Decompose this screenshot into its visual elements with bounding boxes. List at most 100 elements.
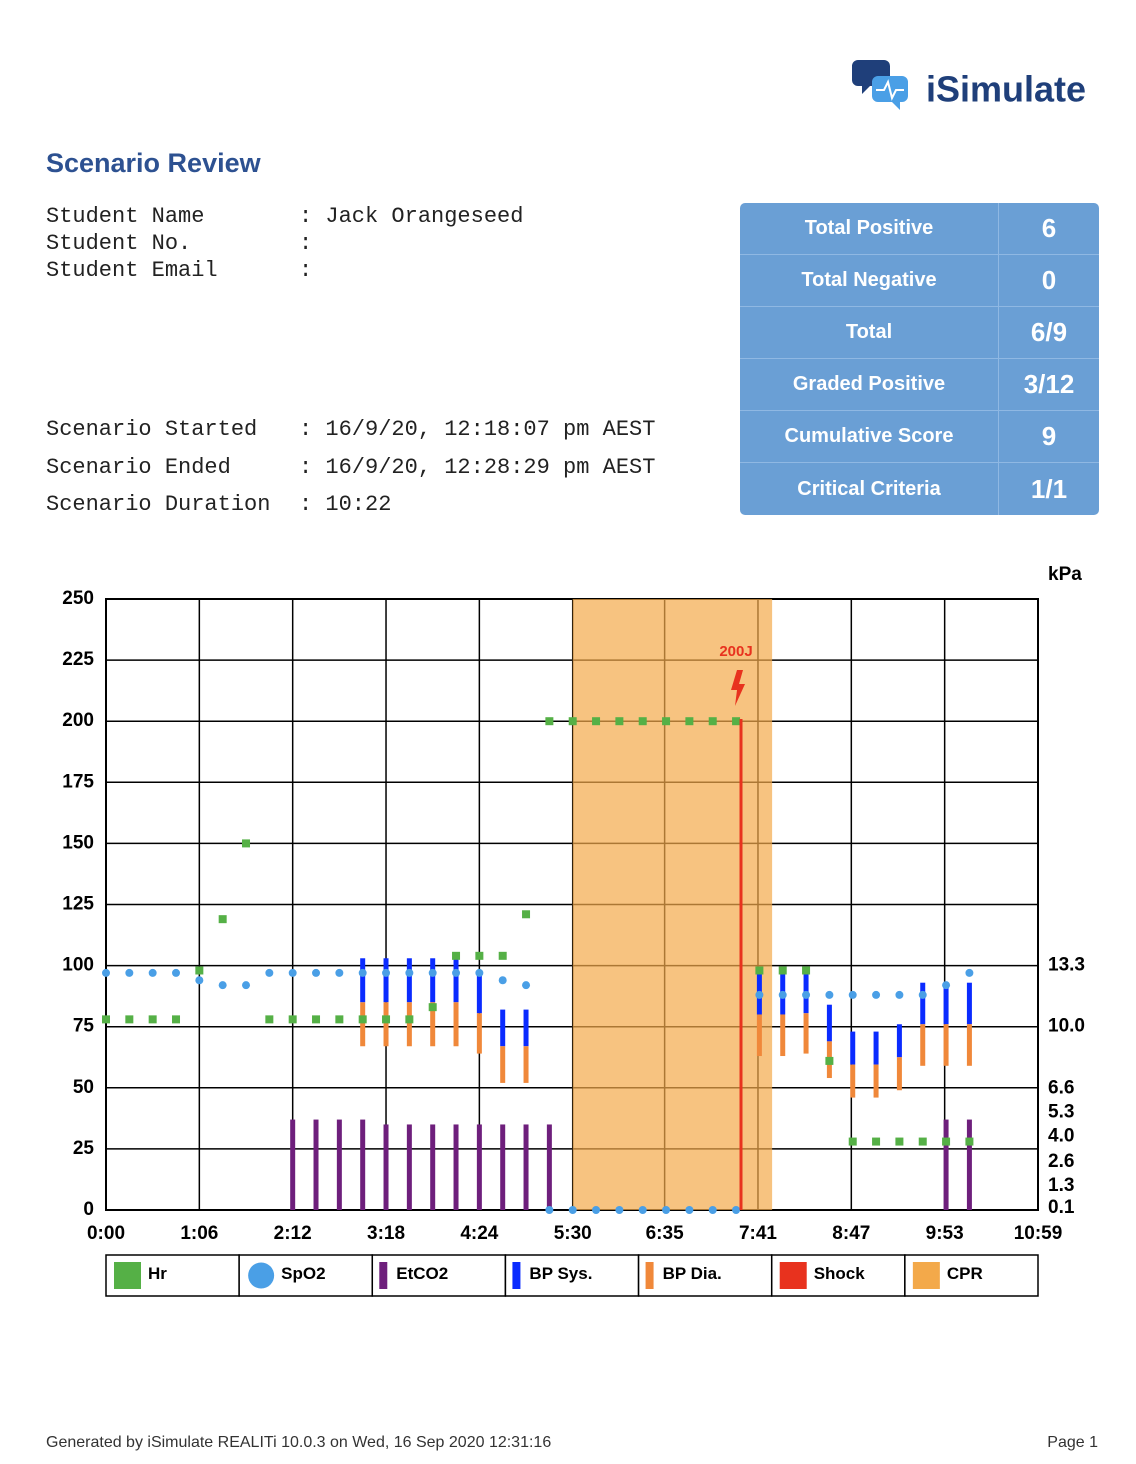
etco2-bar bbox=[290, 1119, 296, 1210]
info-label: Student No. bbox=[46, 231, 192, 256]
y2-tick-label: 4.0 bbox=[1048, 1126, 1074, 1147]
bp-sys-bar bbox=[476, 972, 482, 1014]
spo2-point bbox=[778, 990, 787, 999]
spo2-point bbox=[172, 968, 181, 977]
etco2-bar bbox=[943, 1119, 949, 1210]
hr-point bbox=[918, 1137, 927, 1146]
spo2-point bbox=[452, 968, 461, 977]
spo2-point bbox=[825, 990, 834, 999]
bp-sys-bar bbox=[453, 958, 459, 1003]
legend-cell bbox=[371, 1254, 507, 1297]
info-label: Student Name bbox=[46, 204, 205, 229]
spo2-point bbox=[288, 968, 297, 977]
hr-point bbox=[522, 910, 531, 919]
footer-page: Page 1 bbox=[1047, 1434, 1098, 1451]
score-row: Graded Positive 3/12 bbox=[740, 359, 1099, 411]
y-tick-label: 0 bbox=[83, 1199, 94, 1220]
info-label: Student Email bbox=[46, 258, 218, 283]
legend-swatch bbox=[379, 1262, 388, 1289]
bp-dia-bar bbox=[920, 1024, 926, 1066]
bp-sys-bar bbox=[943, 982, 949, 1025]
legend-swatch bbox=[779, 1262, 807, 1289]
x-tick-label: 7:41 bbox=[739, 1223, 777, 1244]
bp-sys-bar bbox=[430, 958, 436, 1003]
y2-tick-label: 2.6 bbox=[1048, 1151, 1074, 1172]
x-tick-label: 2:12 bbox=[274, 1223, 312, 1244]
x-tick-label: 6:35 bbox=[646, 1223, 684, 1244]
score-row: Total Positive 6 bbox=[740, 203, 1099, 255]
score-value: 6 bbox=[1041, 213, 1057, 243]
y-tick-label: 100 bbox=[62, 955, 94, 976]
spo2-point bbox=[545, 1206, 554, 1214]
bp-dia-bar bbox=[850, 1064, 856, 1098]
bp-sys-bar bbox=[523, 1009, 529, 1047]
bp-sys-bar bbox=[500, 1009, 506, 1047]
hr-point bbox=[895, 1137, 904, 1146]
etco2-bar bbox=[966, 1119, 972, 1210]
hr-point bbox=[498, 951, 507, 960]
hr-point bbox=[312, 1015, 321, 1024]
spo2-point bbox=[358, 968, 367, 977]
shock-icon bbox=[731, 670, 746, 706]
score-value: 9 bbox=[1041, 421, 1057, 451]
y-tick-label: 175 bbox=[62, 771, 94, 792]
bp-dia-bar bbox=[430, 1002, 436, 1047]
etco2-bar bbox=[336, 1119, 342, 1210]
info-row: Student Name: Jack Orangeseed bbox=[46, 204, 746, 229]
legend-label: Hr bbox=[148, 1264, 167, 1283]
spo2-point bbox=[405, 968, 414, 977]
score-label: Graded Positive bbox=[740, 359, 999, 410]
hr-point bbox=[778, 966, 787, 975]
etco2-bar bbox=[500, 1124, 506, 1210]
y-tick-label: 225 bbox=[62, 649, 94, 670]
y-tick-label: 150 bbox=[62, 832, 94, 853]
bp-dia-bar bbox=[406, 1002, 412, 1047]
spo2-point bbox=[872, 990, 881, 999]
hr-point bbox=[592, 717, 601, 726]
hr-point bbox=[172, 1015, 181, 1024]
info-row: Scenario Ended: 16/9/20, 12:28:29 pm AES… bbox=[46, 455, 746, 480]
bp-dia-bar bbox=[803, 1013, 809, 1054]
score-row: Critical Criteria 1/1 bbox=[740, 463, 1099, 515]
bp-dia-bar bbox=[383, 1002, 389, 1047]
hr-point bbox=[428, 1003, 437, 1012]
score-row: Total 6/9 bbox=[740, 307, 1099, 359]
spo2-point bbox=[848, 990, 857, 999]
grid bbox=[105, 598, 1039, 1211]
score-row: Cumulative Score 9 bbox=[740, 411, 1099, 463]
score-label: Total Negative bbox=[740, 255, 999, 306]
etco2-bar bbox=[453, 1124, 459, 1210]
spo2-point bbox=[592, 1206, 601, 1214]
bp-sys-bar bbox=[383, 958, 389, 1003]
hr-point bbox=[685, 717, 694, 726]
hr-point bbox=[615, 717, 624, 726]
hr-point bbox=[545, 717, 554, 726]
etco2-bar bbox=[523, 1124, 529, 1210]
spo2-point bbox=[312, 968, 321, 977]
spo2-point bbox=[102, 968, 110, 977]
score-label: Cumulative Score bbox=[740, 411, 999, 462]
hr-point bbox=[452, 951, 461, 960]
x-tick-label: 5:30 bbox=[554, 1223, 592, 1244]
hr-point bbox=[872, 1137, 881, 1146]
hr-point bbox=[382, 1015, 391, 1024]
score-table: Total Positive 6 Total Negative 0 Total 6/9 Gr… bbox=[740, 203, 1099, 515]
bp-sys-bar bbox=[826, 1004, 832, 1042]
y2-tick-label: 5.3 bbox=[1048, 1102, 1074, 1123]
cpr-period bbox=[572, 599, 773, 1210]
legend-swatch bbox=[912, 1262, 940, 1289]
y-tick-label: 125 bbox=[62, 894, 94, 915]
etco2-bar bbox=[383, 1124, 389, 1210]
score-label: Total Positive bbox=[740, 203, 999, 254]
spo2-point bbox=[708, 1206, 717, 1214]
hr-point bbox=[802, 966, 811, 975]
spo2-point bbox=[265, 968, 274, 977]
hr-point bbox=[335, 1015, 344, 1024]
spo2-point bbox=[522, 981, 531, 990]
hr-point bbox=[708, 717, 717, 726]
spo2-point bbox=[895, 990, 904, 999]
bp-dia-bar bbox=[873, 1064, 879, 1098]
y-tick-label: 25 bbox=[73, 1138, 95, 1159]
score-label: Total bbox=[740, 307, 999, 358]
